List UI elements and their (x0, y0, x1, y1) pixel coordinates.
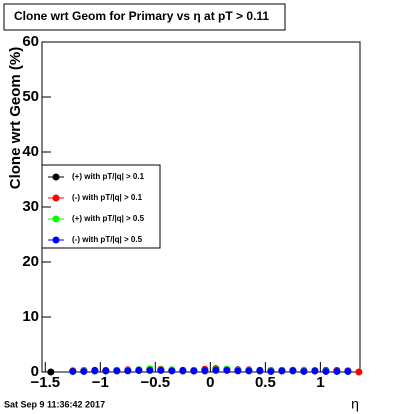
data-point (256, 367, 264, 375)
data-point (80, 367, 88, 375)
data-point (69, 367, 77, 375)
data-point (201, 367, 209, 375)
x-axis-label: η (351, 396, 359, 412)
legend-label: (-) with pT/|q| > 0.1 (72, 193, 143, 202)
legend-label: (-) with pT/|q| > 0.5 (72, 235, 143, 244)
legend-label: (+) with pT/|q| > 0.1 (72, 172, 145, 181)
data-point (168, 367, 176, 375)
data-point (267, 367, 275, 375)
data-point (234, 367, 242, 375)
y-axis-label: Clone wrt Geom (%) (7, 47, 24, 190)
legend-box (41, 164, 161, 249)
data-point (333, 367, 341, 375)
data-point (47, 368, 55, 376)
legend-marker (52, 236, 60, 244)
y-tick-label: 30 (22, 198, 39, 215)
data-point (300, 367, 308, 375)
x-tick-label: 1 (316, 374, 324, 391)
title-box (3, 3, 286, 31)
y-tick-label: 50 (22, 88, 39, 105)
data-point (278, 367, 286, 375)
x-tick-label: −1.5 (30, 374, 60, 391)
data-point (190, 367, 198, 375)
legend-marker (52, 173, 60, 181)
legend-marker (52, 194, 60, 202)
data-point (157, 366, 165, 374)
y-tick-label: 20 (22, 253, 39, 270)
data-point (355, 368, 363, 376)
legend-label: (+) with pT/|q| > 0.5 (72, 214, 145, 223)
data-point (212, 366, 220, 374)
data-point (124, 367, 132, 375)
data-point (311, 367, 319, 375)
data-point (146, 366, 154, 374)
chart-title: Clone wrt Geom for Primary vs η at pT > … (14, 9, 269, 23)
data-point (344, 367, 352, 375)
x-tick-label: 0 (206, 374, 214, 391)
x-tick-label: −0.5 (141, 374, 171, 391)
y-tick-label: 10 (22, 308, 39, 325)
data-point (223, 366, 231, 374)
x-tick-label: −1 (92, 374, 109, 391)
data-point (289, 367, 297, 375)
data-point (135, 366, 143, 374)
legend-marker (52, 215, 60, 223)
data-point (91, 367, 99, 375)
data-point (113, 367, 121, 375)
data-point (179, 367, 187, 375)
timestamp: Sat Sep 9 11:36:42 2017 (4, 399, 105, 409)
x-tick-label: 0.5 (255, 374, 276, 391)
y-tick-label: 0 (31, 363, 39, 380)
data-point (245, 367, 253, 375)
y-tick-label: 60 (22, 33, 39, 50)
data-point (322, 367, 330, 375)
y-tick-label: 40 (22, 143, 39, 160)
data-point (102, 367, 110, 375)
